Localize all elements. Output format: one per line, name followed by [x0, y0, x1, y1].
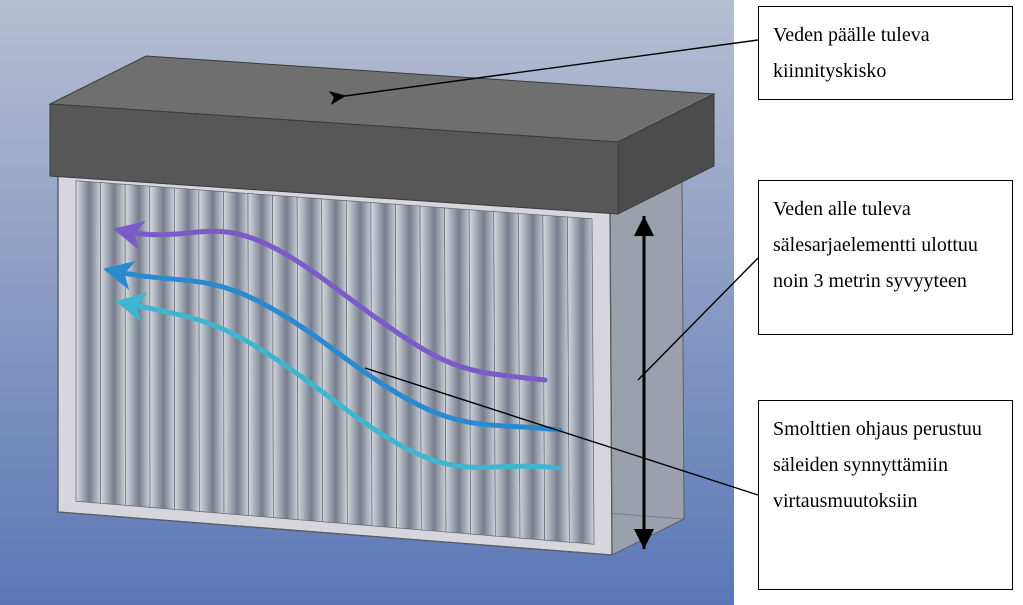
slat-panel: [58, 170, 684, 555]
label-panel: Veden alle tuleva sälesarjaelementti ulo…: [758, 180, 1013, 335]
label-rail: Veden päälle tuleva kiinnityskisko: [758, 6, 1013, 100]
label-flow: Smolttien ohjaus perustuu säleiden synny…: [758, 400, 1013, 590]
diagram-canvas: [0, 0, 734, 605]
